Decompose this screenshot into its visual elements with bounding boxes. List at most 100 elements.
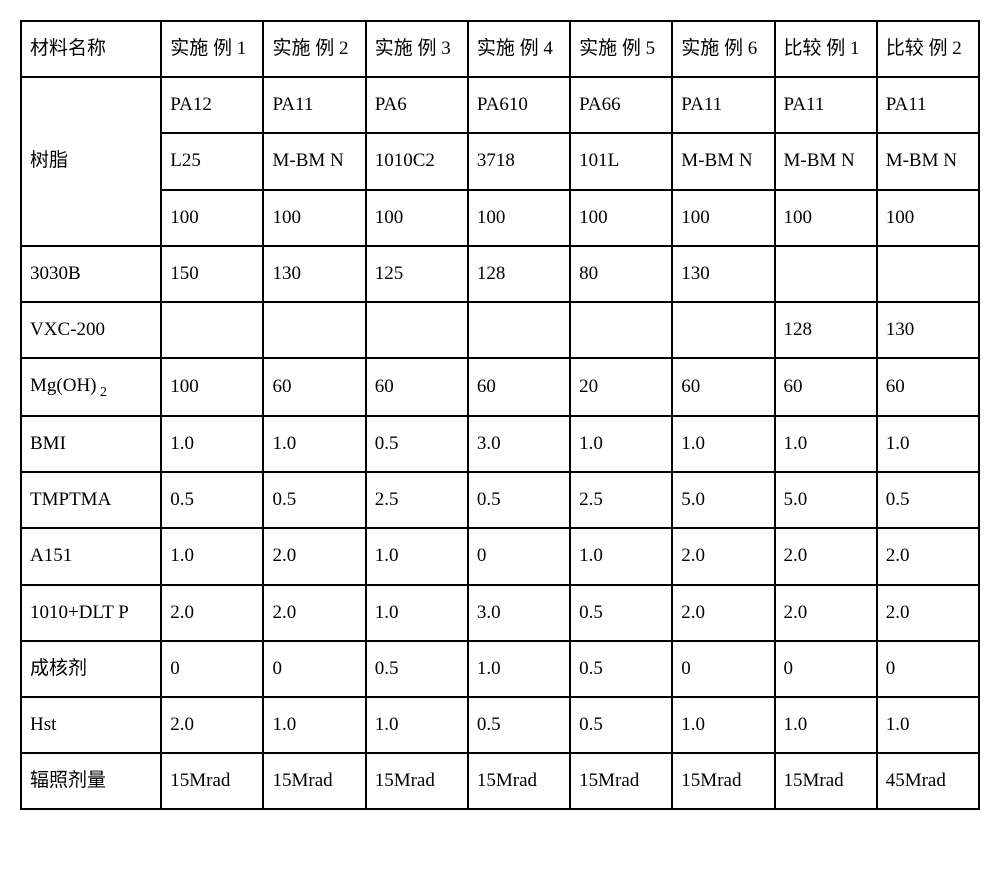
data-cell: 45Mrad [877,753,979,809]
data-cell: 60 [877,358,979,416]
data-cell: 1.0 [366,528,468,584]
data-cell: 1.0 [161,528,263,584]
resin-label: 树脂 [21,77,161,246]
data-cell: 0.5 [161,472,263,528]
data-cell: 0 [468,528,570,584]
data-cell: 1.0 [672,697,774,753]
data-cell: 1.0 [877,416,979,472]
data-cell: 128 [775,302,877,358]
data-cell: 100 [468,190,570,246]
data-cell [161,302,263,358]
row-label: TMPTMA [21,472,161,528]
data-cell: 130 [877,302,979,358]
data-cell: 2.0 [877,528,979,584]
data-cell: 0.5 [877,472,979,528]
data-cell: 2.0 [877,585,979,641]
data-cell: 1010C2 [366,133,468,189]
data-cell: 60 [775,358,877,416]
row-label: BMI [21,416,161,472]
table-row: Mg(OH) 210060606020606060 [21,358,979,416]
table-row: 成核剂000.51.00.5000 [21,641,979,697]
header-cell: 比较 例 1 [775,21,877,77]
data-cell [263,302,365,358]
row-label: Hst [21,697,161,753]
data-cell: 100 [161,358,263,416]
data-cell: 2.5 [570,472,672,528]
data-cell: PA11 [877,77,979,133]
data-cell: 15Mrad [366,753,468,809]
table-row: Hst2.01.01.00.50.51.01.01.0 [21,697,979,753]
data-cell: 0.5 [570,585,672,641]
table-row: 辐照剂量15Mrad15Mrad15Mrad15Mrad15Mrad15Mrad… [21,753,979,809]
data-cell: 130 [672,246,774,302]
data-cell: PA12 [161,77,263,133]
data-cell: 0.5 [263,472,365,528]
data-cell: L25 [161,133,263,189]
data-cell: 100 [775,190,877,246]
data-cell: 2.0 [263,585,365,641]
row-label: 1010+DLT P [21,585,161,641]
data-cell: 1.0 [366,697,468,753]
data-cell: 1.0 [775,416,877,472]
data-cell: M-BM N [263,133,365,189]
data-cell [672,302,774,358]
data-cell: 20 [570,358,672,416]
data-cell: 1.0 [161,416,263,472]
data-cell: 3.0 [468,416,570,472]
resin-row-1: 树脂 PA12 PA11 PA6 PA610 PA66 PA11 PA11 PA… [21,77,979,133]
table-row: TMPTMA0.50.52.50.52.55.05.00.5 [21,472,979,528]
data-cell: 1.0 [263,697,365,753]
row-label: 辐照剂量 [21,753,161,809]
data-cell: 1.0 [263,416,365,472]
row-label: A151 [21,528,161,584]
table-row: 1010+DLT P2.02.01.03.00.52.02.02.0 [21,585,979,641]
data-cell: 3718 [468,133,570,189]
table-row: VXC-200 128130 [21,302,979,358]
data-cell: 1.0 [366,585,468,641]
data-cell: PA11 [672,77,774,133]
data-cell [877,246,979,302]
table-row: BMI1.01.00.53.01.01.01.01.0 [21,416,979,472]
data-cell: 1.0 [775,697,877,753]
data-cell: 1.0 [570,528,672,584]
data-cell: 2.5 [366,472,468,528]
data-cell: 100 [263,190,365,246]
header-cell: 实施 例 1 [161,21,263,77]
data-cell: 2.0 [161,585,263,641]
data-cell: 100 [672,190,774,246]
data-cell: 0.5 [468,697,570,753]
header-row: 材料名称 实施 例 1 实施 例 2 实施 例 3 实施 例 4 实施 例 5 … [21,21,979,77]
data-cell: 3.0 [468,585,570,641]
data-cell: M-BM N [877,133,979,189]
data-cell: 0 [263,641,365,697]
data-cell: 0 [672,641,774,697]
data-cell: 100 [570,190,672,246]
data-cell: 100 [161,190,263,246]
row-label: 成核剂 [21,641,161,697]
data-cell: 2.0 [672,528,774,584]
data-cell: 80 [570,246,672,302]
row-label: 3030B [21,246,161,302]
data-cell: 1.0 [877,697,979,753]
data-cell: 2.0 [161,697,263,753]
data-cell: 1.0 [468,641,570,697]
row-label: Mg(OH) 2 [21,358,161,416]
data-cell: PA11 [775,77,877,133]
data-cell: 5.0 [775,472,877,528]
data-cell: 0.5 [570,697,672,753]
data-cell [775,246,877,302]
data-cell: 60 [263,358,365,416]
data-cell: 128 [468,246,570,302]
header-cell: 实施 例 6 [672,21,774,77]
data-cell: 2.0 [775,528,877,584]
data-cell: 101L [570,133,672,189]
row-label: VXC-200 [21,302,161,358]
data-cell: 0.5 [366,416,468,472]
data-cell: M-BM N [775,133,877,189]
data-cell [366,302,468,358]
data-cell: 15Mrad [263,753,365,809]
data-cell: 15Mrad [161,753,263,809]
data-cell: 0.5 [366,641,468,697]
data-cell: 100 [366,190,468,246]
data-cell: PA6 [366,77,468,133]
